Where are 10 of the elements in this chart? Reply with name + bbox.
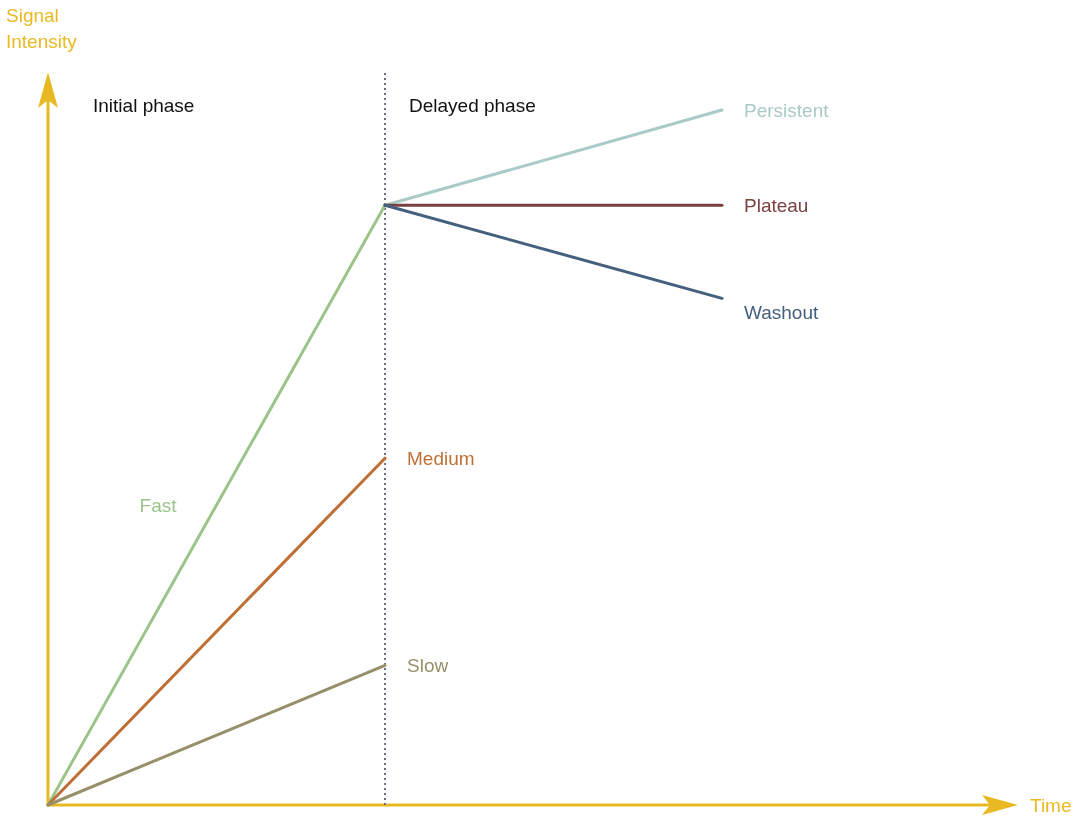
series-label: Fast <box>139 494 178 516</box>
x-axis-title: Time <box>1030 794 1072 816</box>
series-label: Slow <box>407 654 449 676</box>
y-axis-title: Signal Intensity <box>6 5 78 52</box>
series-label: Medium <box>407 447 475 469</box>
annotation: Initial phase <box>93 95 195 116</box>
series-label: Washout <box>744 301 819 323</box>
annotation: Delayed phase <box>409 95 536 116</box>
series-label: Plateau <box>744 194 809 216</box>
series-label: Persistent <box>744 99 830 121</box>
